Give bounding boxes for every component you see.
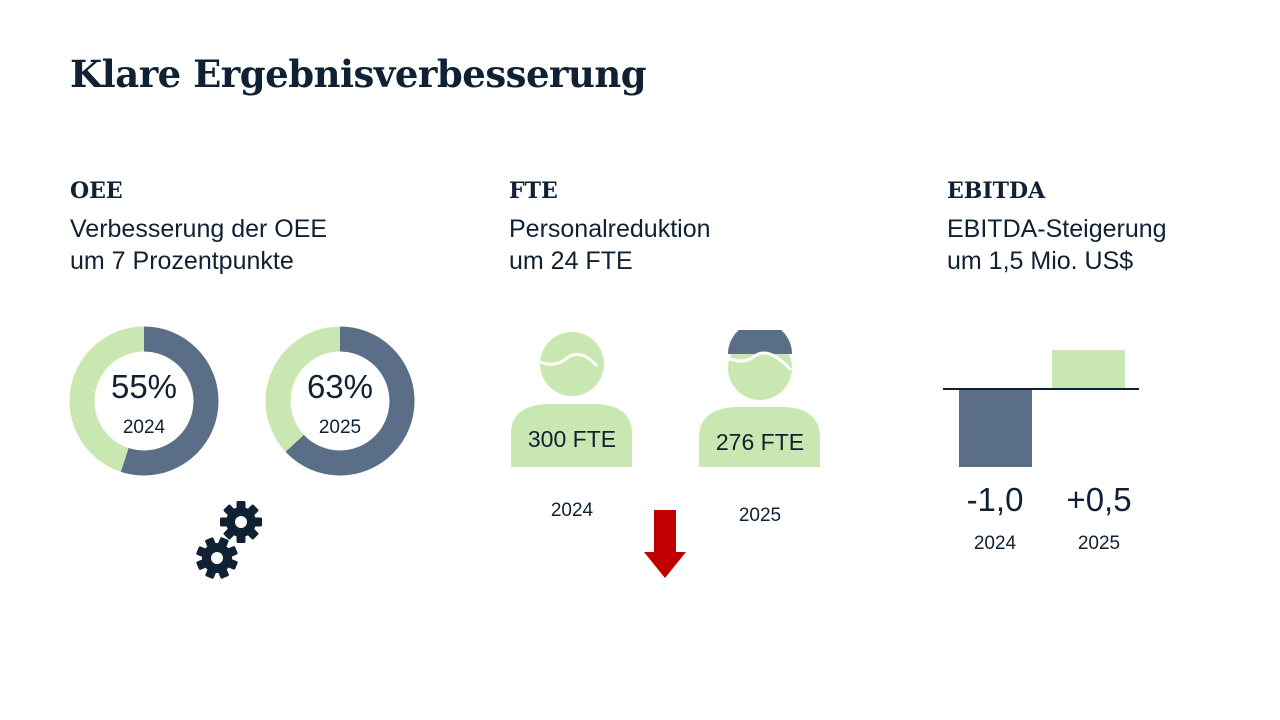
fte-description: Personalreduktion um 24 FTE (509, 213, 711, 277)
fte-heading: FTE (509, 178, 558, 204)
down-arrow-icon (644, 510, 686, 578)
oee-year-2024: 2024 (122, 417, 166, 438)
person-icon-2025 (699, 330, 820, 467)
oee-value-2025: 63% (306, 368, 374, 405)
oee-donut-2024 (69, 326, 219, 476)
ebitda-value-2024: -1,0 (966, 481, 1024, 518)
fte-desc-line1: Personalreduktion (509, 215, 711, 243)
ebitda-year-2024: 2024 (973, 533, 1017, 554)
fte-value-2025: 276 FTE (715, 429, 805, 455)
oee-donut-2025 (265, 326, 415, 476)
ebitda-desc-line2: um 1,5 Mio. US$ (947, 247, 1134, 275)
fte-value-2024: 300 FTE (527, 426, 617, 452)
oee-desc-line1: Verbesserung der OEE (70, 215, 328, 243)
donut-value-arc (69, 326, 219, 476)
fte-desc-line2: um 24 FTE (509, 247, 633, 275)
oee-value-2024: 55% (110, 368, 178, 405)
ebitda-bar-2024 (959, 389, 1032, 467)
gears-icon (196, 501, 262, 579)
ebitda-description: EBITDA-Steigerung um 1,5 Mio. US$ (947, 213, 1167, 277)
oee-year-2025: 2025 (318, 417, 362, 438)
ebitda-desc-line1: EBITDA-Steigerung (947, 215, 1167, 243)
ebitda-bar-2025 (1052, 350, 1125, 389)
ebitda-year-2025: 2025 (1077, 533, 1121, 554)
ebitda-heading: EBITDA (947, 178, 1046, 204)
oee-heading: OEE (70, 178, 123, 204)
fte-year-2024: 2024 (550, 500, 594, 521)
oee-description: Verbesserung der OEE um 7 Prozentpunkte (70, 213, 327, 277)
ebitda-value-2025: +0,5 (1066, 481, 1132, 518)
oee-donuts (69, 326, 415, 476)
person-icon-2024 (511, 332, 632, 467)
fte-year-2025: 2025 (738, 505, 782, 526)
oee-desc-line2: um 7 Prozentpunkte (70, 247, 294, 275)
ebitda-chart (943, 350, 1139, 467)
page-title: Klare Ergebnisverbesserung (70, 52, 647, 96)
donut-value-arc (265, 326, 415, 476)
